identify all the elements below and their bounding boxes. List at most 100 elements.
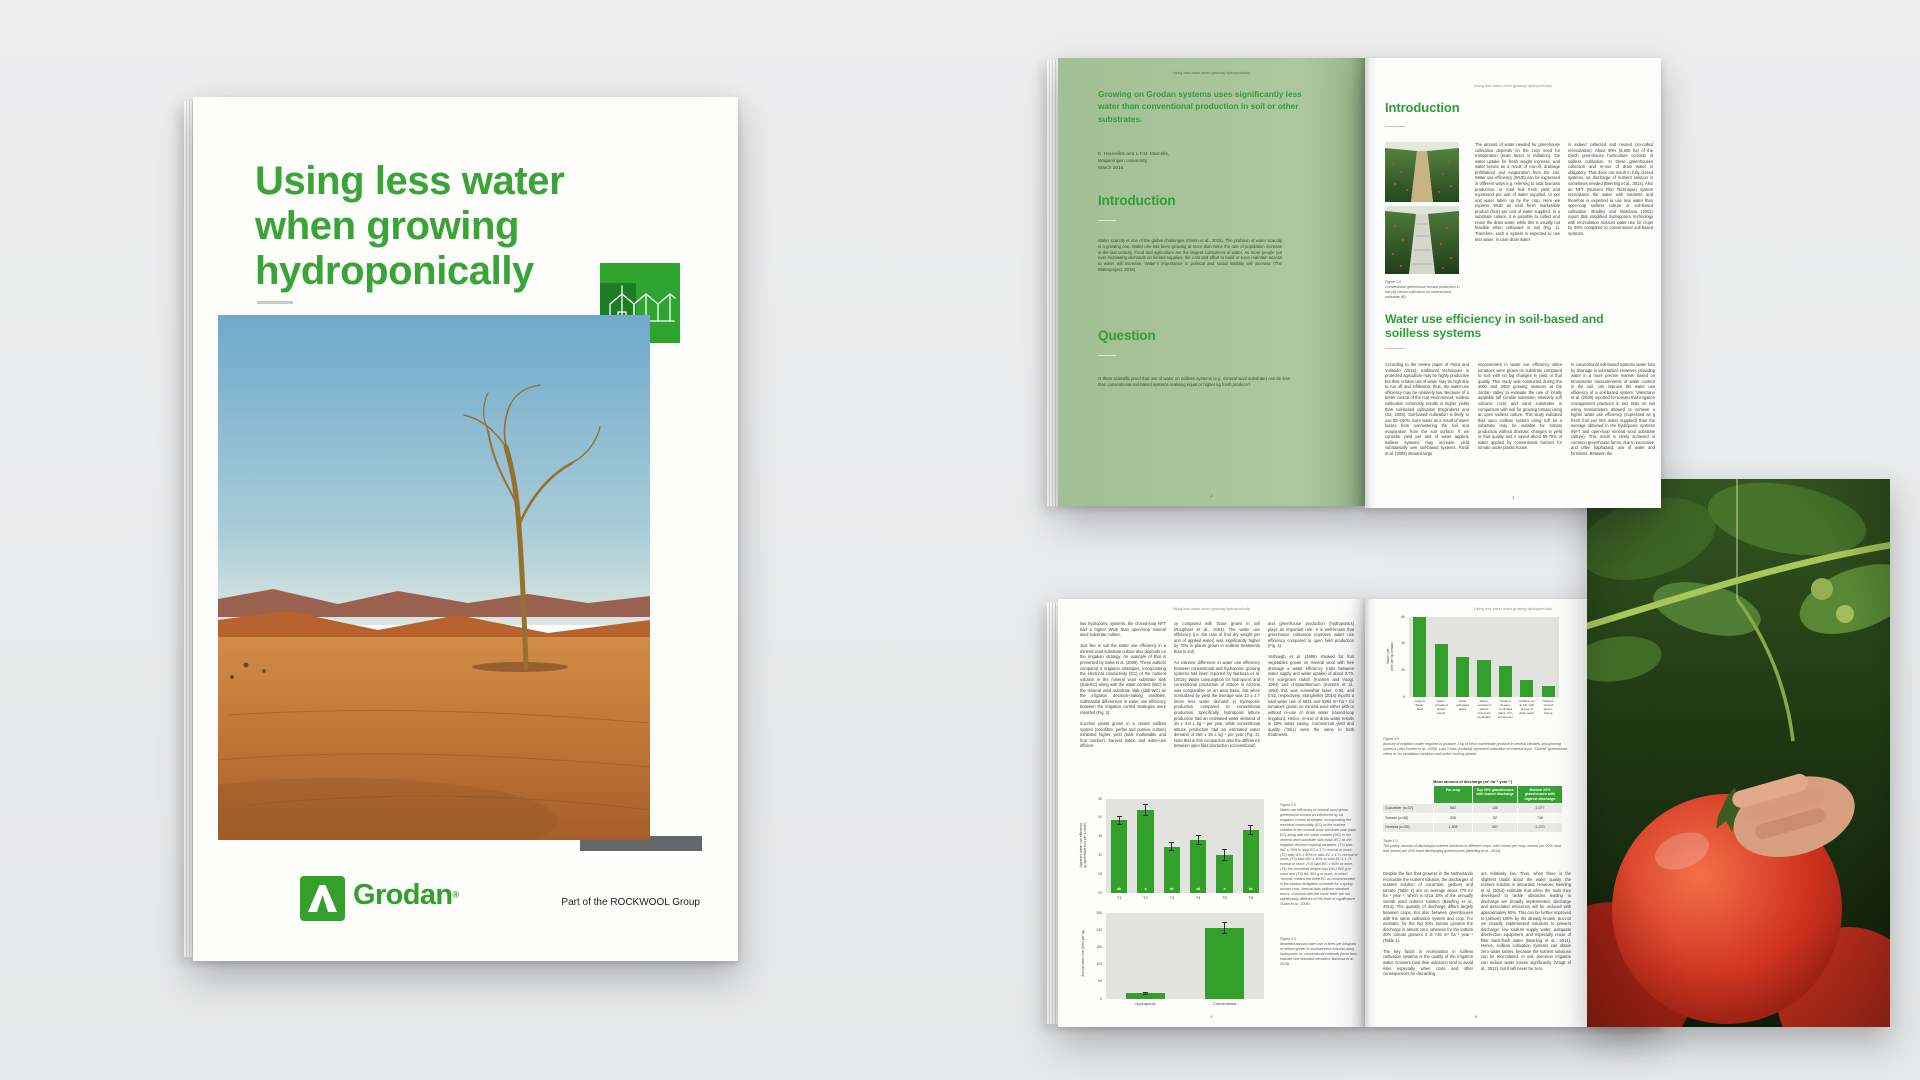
bar-Holland,-‘closed’-green--house [1541,686,1555,697]
x-axis-category-label: Israel unheated glass [1456,699,1469,712]
error-bar-cap [1195,835,1201,837]
page-number: 4 [1210,1015,1213,1019]
table-cell: 746 [1518,813,1562,823]
y-axis-label: Water use (litre per kg tomato) [1385,641,1394,671]
x-axis-category-label: Spain, unheated plastic ‘parral’ [1434,699,1448,716]
figure4-caption: Figure 4.0 Amount of irrigation water re… [1383,737,1568,756]
page-number: 3 [1511,496,1515,500]
error-bar-cap [1195,844,1201,846]
brand-name: Grodan [353,879,453,911]
error-bar [1224,849,1225,861]
discharge-table-title: Mean amount of discharge (m³ ha⁻¹ year⁻¹… [1432,779,1513,784]
table-header-cell: Bottom 20% glasshouses with highest disc… [1518,786,1562,804]
x-axis-category-label: T4 [1195,895,1201,900]
page3-wue-column-1: According to the review paper of Putra a… [1385,362,1469,456]
error-bar-cap [1222,921,1227,923]
y-axis-label: Apparent water use efficiency (g marketa… [1078,822,1087,869]
table-cell: 662 [1434,804,1472,813]
heading-rule [1385,126,1405,128]
bar-significance-letter: a [1144,886,1147,891]
desert-photo [218,315,650,840]
bar-significance-letter: e [1223,886,1226,891]
x-axis-category-label: T3 [1169,895,1175,900]
registered-mark: ® [452,889,460,900]
intro-heading: Introduction [1098,193,1176,208]
x-axis-category-label: Holland, ‘closed’ green- house [1542,699,1554,716]
page3-wue-column-2: improvement in water use efficiency when… [1478,362,1562,451]
page3-intro-column-2: is indeed collected and reused (so-calle… [1568,142,1653,236]
error-bar-cap [1143,991,1148,993]
x-axis-category-label: Holland climate- controlled glass, CO₂ e… [1497,699,1514,720]
y-axis-tick: 40 [1401,641,1405,646]
y-axis-label: Annual water use (litres per kg) [1080,929,1085,977]
introduction-heading: Introduction [1385,100,1460,115]
page5-column-1: Despite the fact that growers in the Net… [1383,871,1473,977]
error-bar-cap [1143,993,1148,995]
bar-Spain,-unheated-plastic-‘parral’ [1434,643,1448,697]
cover-title: Using less water when growing hydroponic… [255,159,595,293]
page4-column-1: two hydroponic systems, the closed-loop … [1080,621,1166,749]
page5-column-2: are relatively low. Thus, when there is … [1481,871,1571,971]
heading-rule [1098,220,1116,222]
running-head: Using less water when growing hydroponic… [1474,607,1552,611]
error-bar-cap [1169,850,1175,852]
table-cell: 307 [1473,823,1517,832]
y-axis-tick: 30 [1098,853,1102,857]
error-bar-cap [1143,803,1148,805]
table-cell: 335 [1434,813,1472,823]
y-axis-tick: 35 [1098,834,1102,839]
figure3-caption: Figure 3.0 Modelled annual water use in … [1280,937,1357,966]
bar-significance-letter: cd [1196,886,1201,891]
x-axis-category-label: Holland, as at left, with re-use of drai… [1519,699,1535,716]
spine-shadow [1365,58,1377,508]
page3-intro-column-1: The amount of water needed for greenhous… [1475,142,1560,242]
abstract-headline: Growing on Grodan systems uses significa… [1098,89,1302,124]
error-bar-cap [1248,834,1254,836]
cover-page-stack-edge [184,101,194,957]
y-axis-tick: 25 [1098,871,1102,876]
table-header-cell [1383,786,1433,803]
error-bar-cap [1116,824,1122,826]
bar-significance-letter: bc [1248,886,1253,891]
y-axis-tick: 20 [1401,667,1405,672]
discharge-table: Per crop Top 20% glasshouses with lowest … [1383,786,1562,832]
y-axis-tick: 120 [1096,962,1102,967]
x-axis-category-label: T1 [1116,895,1122,900]
bar-Holland,-as-at-left,-with-re-use-of-drain-water [1520,679,1534,697]
bar-T1 [1111,820,1128,893]
tomato-vine-photo [1587,479,1890,1027]
x-axis-category-label: T2 [1143,895,1148,900]
rockwool-tagline: Part of the ROCKWOOL Group [561,897,700,908]
table-cell: Gerbera (n=53) [1383,823,1433,832]
y-axis-tick: 0 [1100,996,1102,1001]
table-header-cell: Per crop [1434,786,1472,804]
cover-title-line-1: Using less water [255,159,565,203]
x-axis-category-label: Conventional [1212,1001,1237,1006]
error-bar [1145,991,1146,995]
y-axis-tick: 300 [1096,910,1102,915]
bar-T3 [1163,846,1180,893]
x-axis-category-label: T6 [1248,895,1254,900]
page-number: 2 [1210,494,1213,498]
bar-T6 [1242,830,1259,893]
bar-Israel-&-Spain,-‘field’ [1413,617,1427,697]
table-cell: 1,308 [1434,823,1472,832]
desert-photo-image [218,315,650,840]
greenhouse-soil-photo-image [1385,142,1459,202]
running-head: Using less water when growing hydroponic… [1172,71,1251,75]
x-axis-category-label: Hydroponic [1135,1001,1156,1006]
page-number: 5 [1474,1015,1478,1019]
figure1-caption: Figure 1.0 Conventional greenhouse tomat… [1385,280,1460,299]
y-axis-tick: 60 [1401,614,1405,619]
grodan-mark-icon [300,876,345,921]
spine-shadow [1351,58,1365,506]
table-cell: 52 [1473,813,1517,823]
page-4: Using less water when growing hydroponic… [1058,599,1365,1027]
bar-Holland-climate--controlled-glass,-CO₂-enrichment [1498,666,1513,697]
page3-wue-column-3: In conventional soil-based systems water… [1571,362,1655,456]
y-axis-tick: 180 [1096,945,1102,949]
y-axis-tick: 60 [1098,979,1102,984]
x-axis-category-label: Israel & Spain, ‘field’ [1414,699,1425,712]
irrigation-strategy-wue-chart: 20 25 30 35 40 45 Apparent water use efficienc… [1076,797,1268,905]
